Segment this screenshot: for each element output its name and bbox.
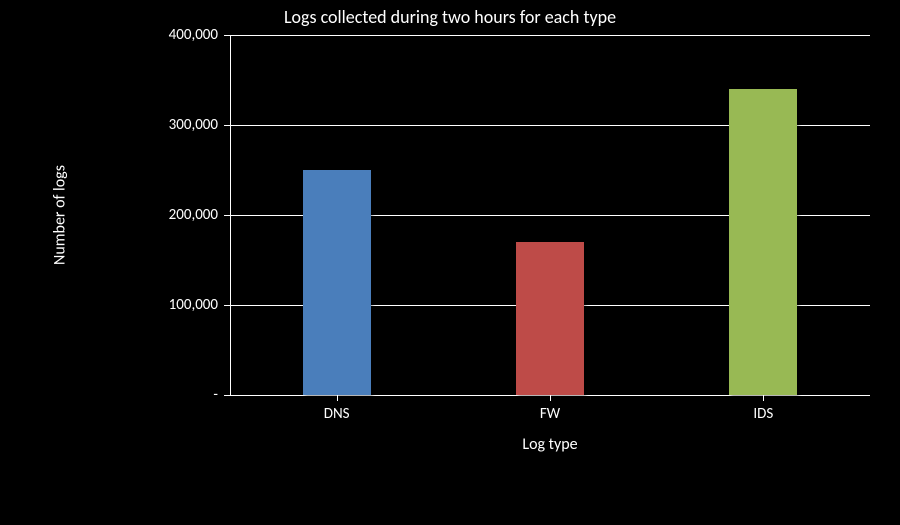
- y-tick-label: 400,000: [0, 26, 218, 44]
- y-tick-label: 300,000: [0, 116, 218, 134]
- y-tick-mark: [224, 125, 230, 126]
- y-tick-mark: [224, 35, 230, 36]
- y-tick-mark: [224, 215, 230, 216]
- x-tick-label: IDS: [753, 405, 773, 423]
- y-tick-label: 100,000: [0, 296, 218, 314]
- y-tick-label: -: [0, 386, 218, 404]
- bar-ids: [729, 89, 797, 395]
- x-axis-title: Log type: [230, 435, 870, 454]
- x-tick-mark: [337, 395, 338, 401]
- bar-dns: [303, 170, 371, 395]
- chart-root: Logs collected during two hours for each…: [0, 0, 900, 525]
- plot-area: [230, 35, 870, 395]
- chart-title: Logs collected during two hours for each…: [0, 6, 900, 28]
- y-axis-line: [230, 35, 231, 395]
- gridline: [230, 35, 870, 36]
- y-tick-label: 200,000: [0, 206, 218, 224]
- x-tick-mark: [763, 395, 764, 401]
- x-tick-mark: [550, 395, 551, 401]
- x-tick-label: DNS: [324, 405, 350, 423]
- y-tick-mark: [224, 305, 230, 306]
- x-tick-label: FW: [540, 405, 560, 423]
- bar-fw: [516, 242, 584, 395]
- y-tick-mark: [224, 395, 230, 396]
